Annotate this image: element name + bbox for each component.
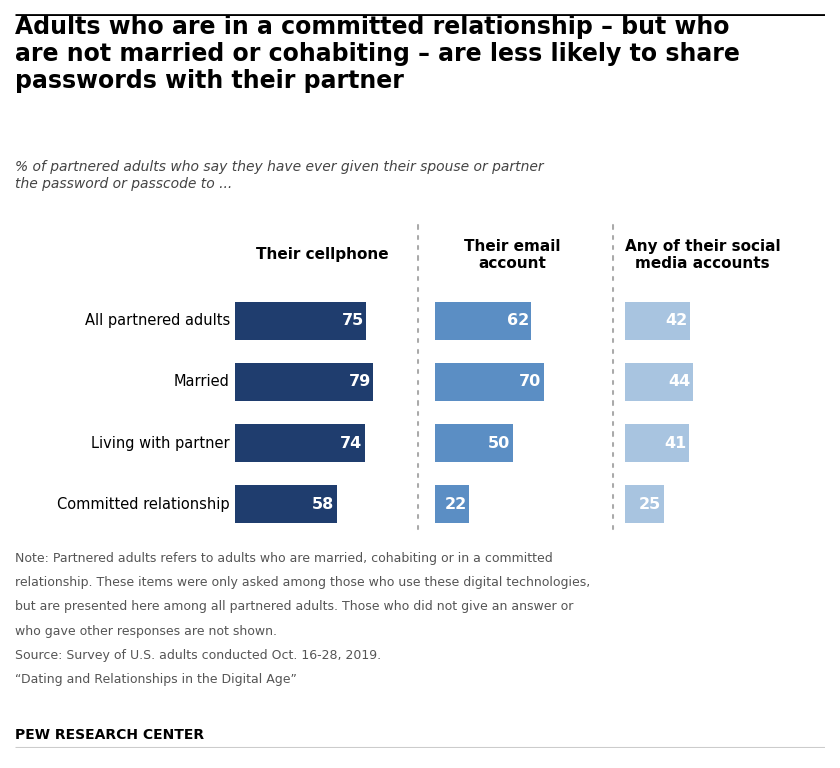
- Text: Committed relationship: Committed relationship: [57, 497, 230, 512]
- Text: Their email
account: Their email account: [465, 239, 561, 271]
- Bar: [435, 485, 469, 523]
- Text: 75: 75: [341, 313, 364, 328]
- Text: 41: 41: [664, 435, 686, 451]
- Text: Note: Partnered adults refers to adults who are married, cohabiting or in a comm: Note: Partnered adults refers to adults …: [15, 552, 553, 565]
- Text: 58: 58: [312, 497, 333, 512]
- Text: 22: 22: [444, 497, 467, 512]
- Text: All partnered adults: All partnered adults: [85, 313, 230, 328]
- Text: 42: 42: [665, 313, 688, 328]
- Text: 74: 74: [339, 435, 362, 451]
- Bar: [435, 363, 543, 401]
- Bar: [435, 302, 531, 339]
- Text: Source: Survey of U.S. adults conducted Oct. 16-28, 2019.: Source: Survey of U.S. adults conducted …: [15, 649, 381, 662]
- Text: 62: 62: [507, 313, 528, 328]
- Text: 50: 50: [488, 435, 510, 451]
- Bar: [625, 363, 693, 401]
- Text: relationship. These items were only asked among those who use these digital tech: relationship. These items were only aske…: [15, 576, 591, 589]
- Text: but are presented here among all partnered adults. Those who did not give an ans: but are presented here among all partner…: [15, 601, 574, 614]
- Text: Living with partner: Living with partner: [92, 435, 230, 451]
- Bar: [235, 302, 366, 339]
- Text: “Dating and Relationships in the Digital Age”: “Dating and Relationships in the Digital…: [15, 673, 297, 686]
- Text: 79: 79: [349, 374, 370, 389]
- Text: Their cellphone: Their cellphone: [256, 247, 389, 263]
- Text: 70: 70: [519, 374, 541, 389]
- Bar: [235, 485, 337, 523]
- Bar: [435, 424, 512, 462]
- Text: 44: 44: [669, 374, 690, 389]
- Text: Married: Married: [174, 374, 230, 389]
- Text: 25: 25: [639, 497, 661, 512]
- Text: PEW RESEARCH CENTER: PEW RESEARCH CENTER: [15, 728, 204, 742]
- Bar: [625, 485, 664, 523]
- Bar: [625, 302, 690, 339]
- Text: % of partnered adults who say they have ever given their spouse or partner
the p: % of partnered adults who say they have …: [15, 160, 543, 191]
- Text: Adults who are in a committed relationship – but who
are not married or cohabiti: Adults who are in a committed relationsh…: [15, 15, 740, 93]
- Bar: [625, 424, 689, 462]
- Bar: [235, 424, 365, 462]
- Text: Any of their social
media accounts: Any of their social media accounts: [625, 239, 780, 271]
- Text: who gave other responses are not shown.: who gave other responses are not shown.: [15, 624, 277, 637]
- Bar: [235, 363, 373, 401]
